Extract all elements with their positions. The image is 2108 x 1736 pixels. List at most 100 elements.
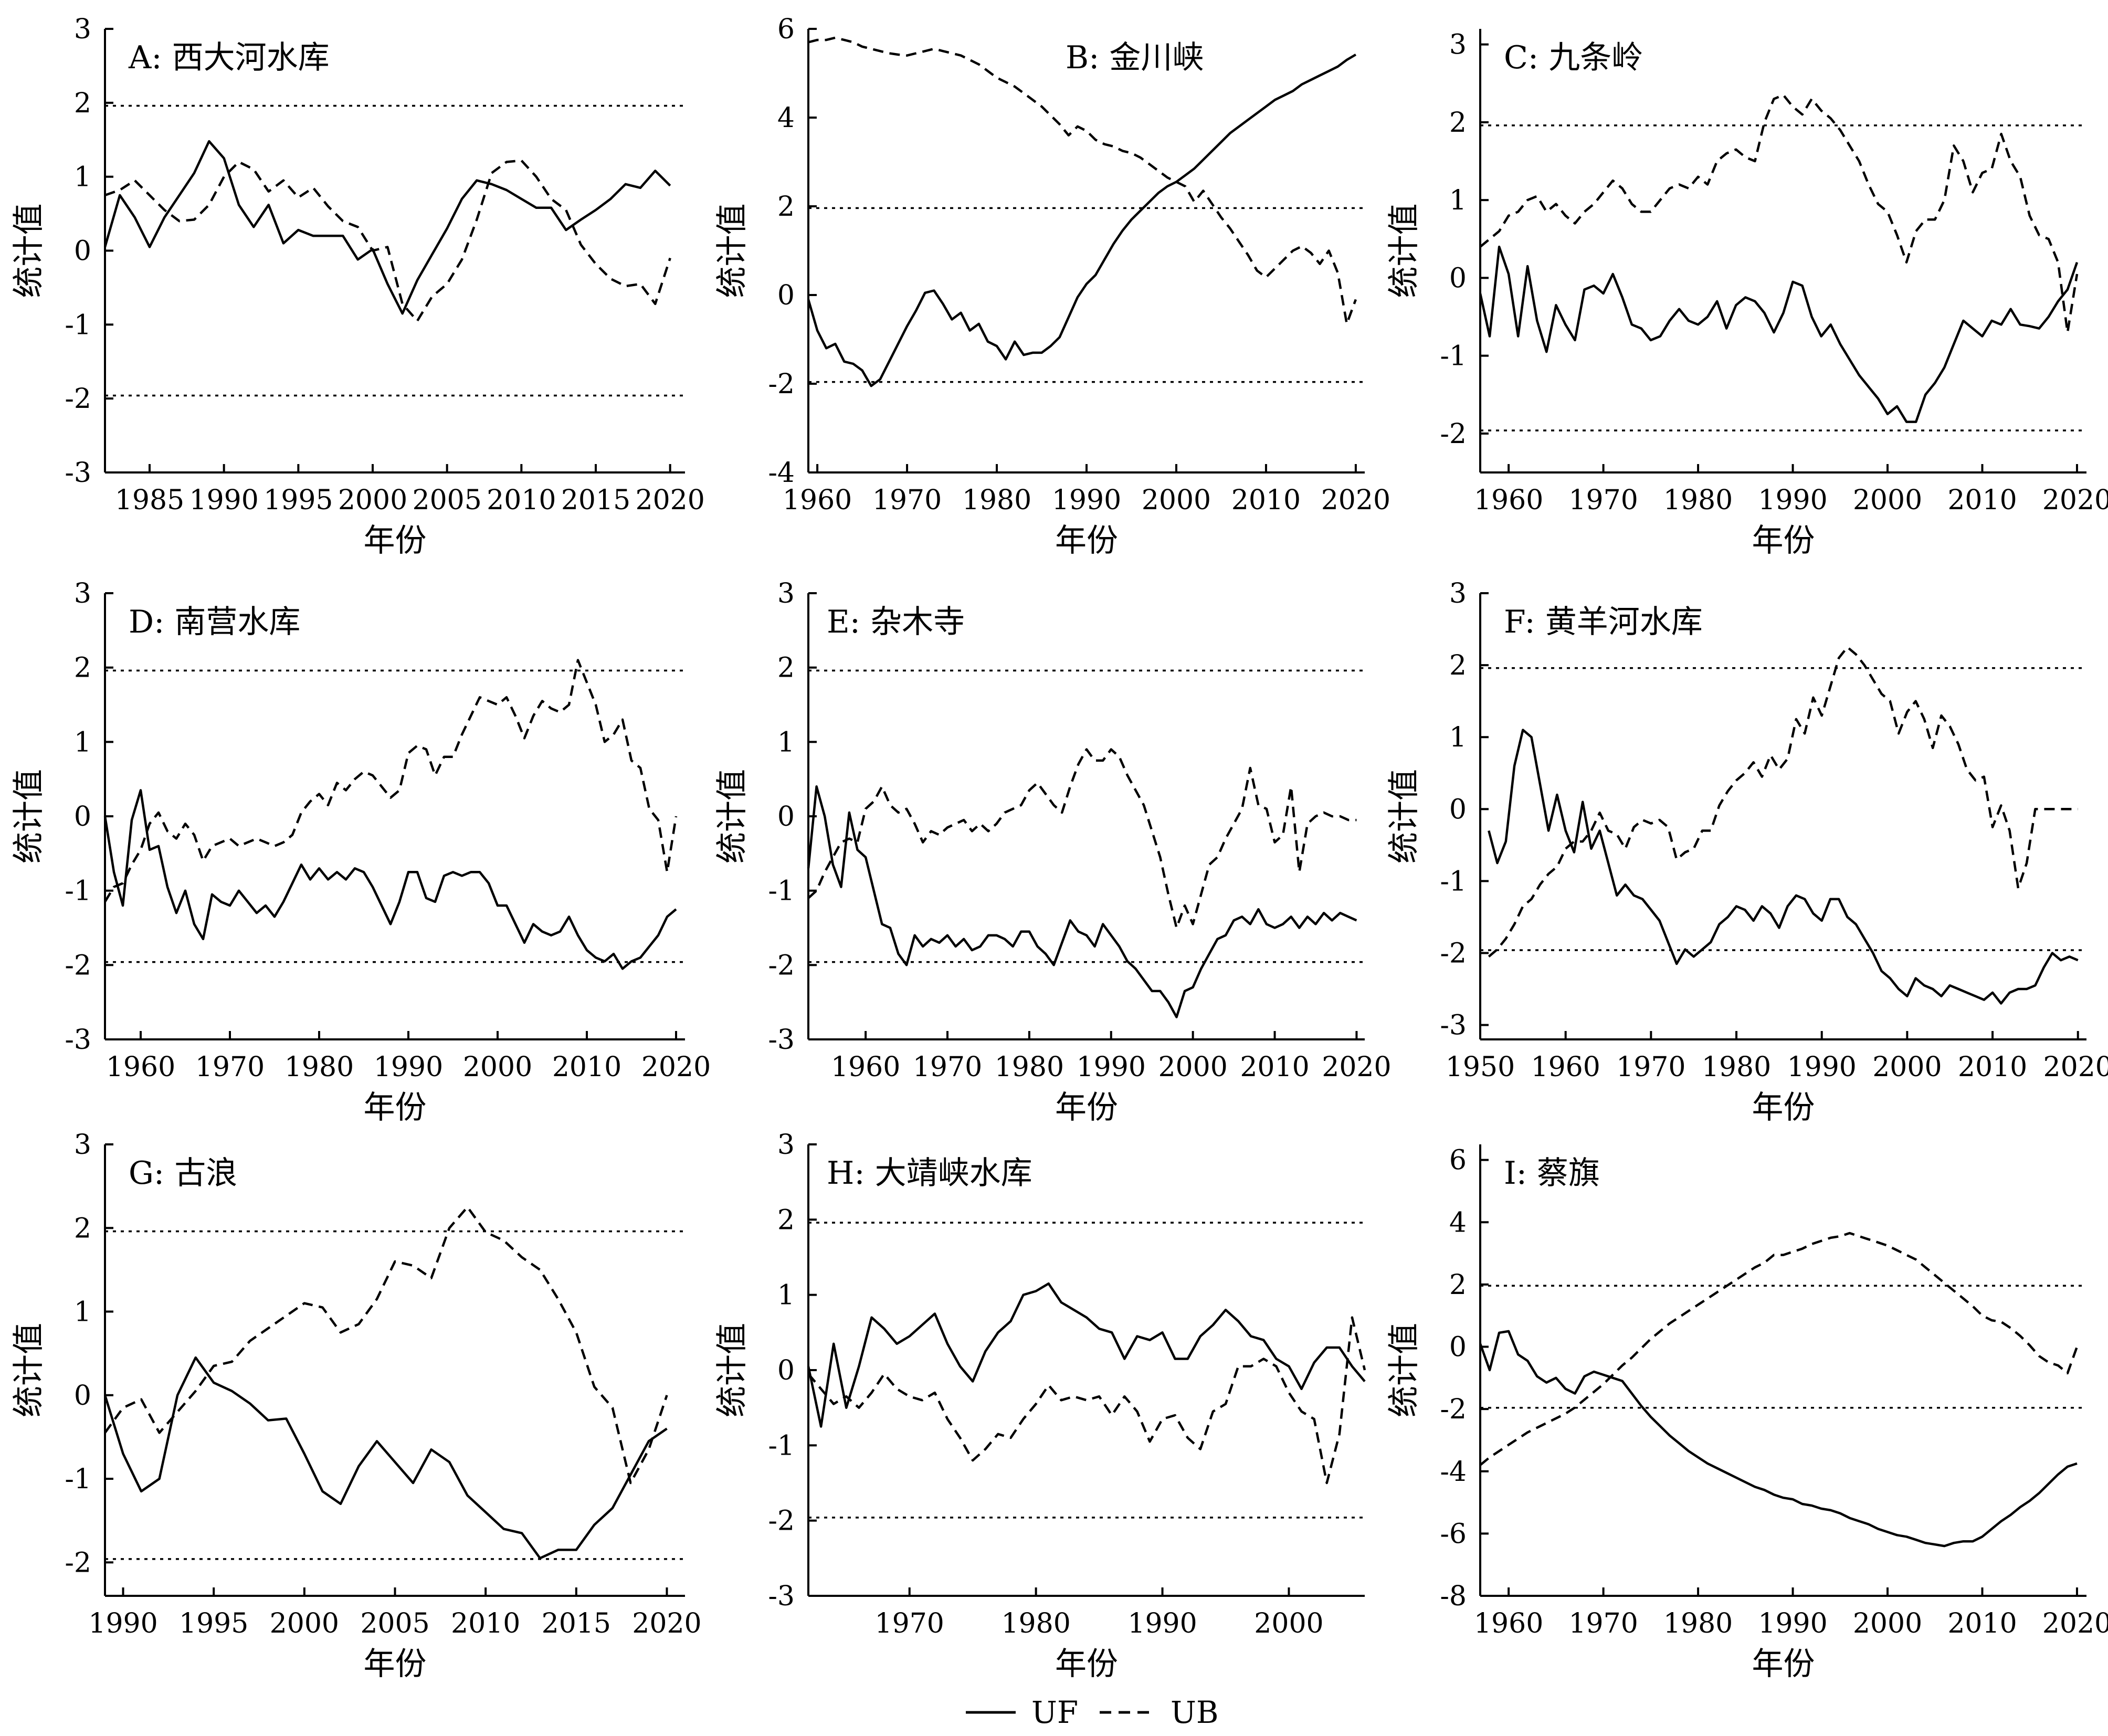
panel-e-x-tick-label: 1980 [995, 1051, 1064, 1083]
panel-f-y-tick-label: 0 [1449, 794, 1467, 825]
panel-h-series-uf [807, 1282, 1366, 1428]
panel-a-x-tick-label: 2015 [561, 485, 630, 516]
panel-a-y-tick-label: -3 [65, 457, 91, 489]
panel-h-y-tick-label: 0 [777, 1355, 795, 1386]
panel-b-y-tick-label: 2 [777, 191, 795, 223]
panel-i-title: I: 蔡旗 [1504, 1155, 1600, 1192]
panel-h-y-tick-label: 2 [777, 1204, 795, 1236]
panel-a-y-axis-title: 统计值 [10, 204, 47, 298]
panel-g-x-tick-label: 2020 [632, 1608, 701, 1639]
panel-f-x-tick-label: 2010 [1958, 1051, 2027, 1083]
panel-a-y-tick-label: 1 [74, 162, 91, 193]
panel-b-y-tick-label: 4 [777, 102, 795, 134]
panel-h-y-tick-label: -1 [768, 1430, 795, 1461]
panel-d-y-tick-label: -1 [65, 876, 91, 907]
panel-e-y-tick-label: -2 [768, 950, 795, 981]
panel-f-x-tick-label: 1990 [1787, 1051, 1857, 1083]
panel-c-title: C: 九条岭 [1504, 39, 1643, 76]
panel-i-x-tick-label: 2010 [1947, 1608, 2017, 1639]
panel-c-x-tick-label: 1990 [1758, 485, 1827, 516]
panel-i-x-tick-label: 1980 [1663, 1608, 1733, 1639]
panel-f-series-ub [1488, 646, 2078, 958]
panel-a-x-tick-label: 1990 [189, 485, 258, 516]
panel-c-series-uf [1479, 245, 2079, 423]
panel-b-y-tick-label: 0 [777, 280, 795, 311]
panel-d-x-axis-title: 年份 [364, 1089, 427, 1126]
panel-b-x-tick-label: 1980 [962, 485, 1031, 516]
panel-d-x-tick-label: 2010 [552, 1051, 621, 1083]
panel-d-y-tick-label: 0 [74, 801, 91, 833]
panel-a: -3 -2 -1 0 1 2 3 1985 1990 1995 2000 2005 2010 2015 20… [10, 14, 705, 559]
panel-d-series-ub [104, 659, 678, 903]
panel-c-x-tick-label: 2000 [1853, 485, 1922, 516]
panel-i-series-ub [1479, 1232, 2079, 1466]
panel-e-x-tick-label: 2000 [1158, 1051, 1227, 1083]
panel-i-y-tick-label: 2 [1449, 1269, 1467, 1301]
panel-a-y-tick-label: -1 [65, 309, 91, 341]
panel-f-y-tick-label: -1 [1440, 866, 1467, 897]
panel-i-x-tick-label: 2020 [2042, 1608, 2108, 1639]
panel-f-x-tick-label: 1970 [1616, 1051, 1685, 1083]
panel-f-y-tick-label: -2 [1440, 938, 1467, 969]
panel-e-x-axis-title: 年份 [1055, 1089, 1118, 1126]
panel-b-y-tick-label: -2 [768, 369, 795, 400]
panel-c-y-tick-label: 1 [1449, 185, 1467, 216]
panel-b-x-tick-label: 2010 [1231, 485, 1301, 516]
panel-b-y-axis-title: 统计值 [714, 204, 751, 298]
panel-d-x-tick-label: 1980 [284, 1051, 354, 1083]
panel-i-y-axis-title: 统计值 [1386, 1323, 1422, 1417]
panel-h-y-tick-label: 3 [777, 1129, 795, 1161]
panel-a-y-tick-label: 0 [74, 236, 91, 267]
panel-i-y-tick-label: -4 [1440, 1456, 1467, 1488]
panel-h-y-tick-label: -2 [768, 1506, 795, 1537]
panel-a-x-tick-label: 2005 [412, 485, 481, 516]
panel-a-y-tick-label: 3 [74, 14, 91, 45]
panel-f-x-tick-label: 2020 [2043, 1051, 2108, 1083]
panel-d-series-uf [103, 789, 677, 970]
panel-a-x-tick-label: 1995 [264, 485, 333, 516]
panel-d-y-tick-label: 1 [74, 727, 91, 758]
panel-b-series-ub [808, 36, 1357, 325]
panel-f-x-tick-label: 1950 [1446, 1051, 1515, 1083]
panel-g-y-tick-label: -1 [65, 1464, 91, 1495]
panel-f-x-tick-label: 1960 [1531, 1051, 1600, 1083]
panel-d-x-tick-label: 1970 [195, 1051, 265, 1083]
panel-g-x-axis-title: 年份 [364, 1646, 427, 1682]
panel-d-y-axis-title: 统计值 [10, 769, 47, 864]
panel-e-x-tick-label: 1970 [913, 1051, 982, 1083]
panel-i-series-uf [1479, 1330, 2078, 1548]
panel-i-x-tick-label: 1990 [1758, 1608, 1827, 1639]
panel-e-y-tick-label: 1 [777, 727, 795, 758]
panel-b: -4 -2 0 2 4 6 1960 1970 1980 1990 2000 2010 2020 B: 金… [714, 14, 1390, 559]
panel-g-y-axis-title: 统计值 [10, 1323, 47, 1417]
panel-g-title: G: 古浪 [129, 1155, 237, 1192]
panel-b-x-tick-label: 1960 [783, 485, 852, 516]
panel-a-series-uf [103, 140, 671, 315]
panel-f-y-tick-label: 1 [1449, 722, 1467, 753]
panel-g-series-uf [103, 1356, 668, 1560]
panel-e-x-tick-label: 1990 [1077, 1051, 1146, 1083]
panel-g-y-tick-label: 0 [74, 1380, 91, 1412]
panel-d-y-tick-label: 2 [74, 653, 91, 684]
legend: UF UB [966, 1695, 1219, 1730]
panel-e-y-tick-label: 0 [777, 801, 795, 833]
panel-f-y-axis-title: 统计值 [1386, 769, 1422, 864]
panel-h-x-axis-title: 年份 [1055, 1646, 1118, 1682]
panel-a-y-tick-label: 2 [74, 88, 91, 119]
panel-c-y-tick-label: 0 [1449, 262, 1467, 294]
panel-c-x-tick-label: 1970 [1568, 485, 1638, 516]
panel-g-x-tick-label: 2000 [270, 1608, 339, 1639]
panel-a-title: A: 西大河水库 [128, 39, 330, 76]
panel-a-x-tick-label: 2020 [635, 485, 704, 516]
panel-d-y-tick-label: 3 [74, 578, 91, 609]
panel-c: -2 -1 0 1 2 3 1960 1970 1980 1990 2000 2010 2020 C: 九… [1386, 29, 2108, 559]
panel-e-y-tick-label: -1 [768, 876, 795, 907]
panel-d-y-tick-label: -2 [65, 950, 91, 981]
panel-f-y-tick-label: 2 [1449, 650, 1467, 681]
panel-i-x-tick-label: 1960 [1474, 1608, 1543, 1639]
panel-d: -3 -2 -1 0 1 2 3 1960 1970 1980 1990 2000 2010 2020 D:… [10, 578, 711, 1126]
panel-f-title: F: 黄羊河水库 [1504, 604, 1703, 640]
panel-i-y-tick-label: -8 [1440, 1581, 1467, 1612]
